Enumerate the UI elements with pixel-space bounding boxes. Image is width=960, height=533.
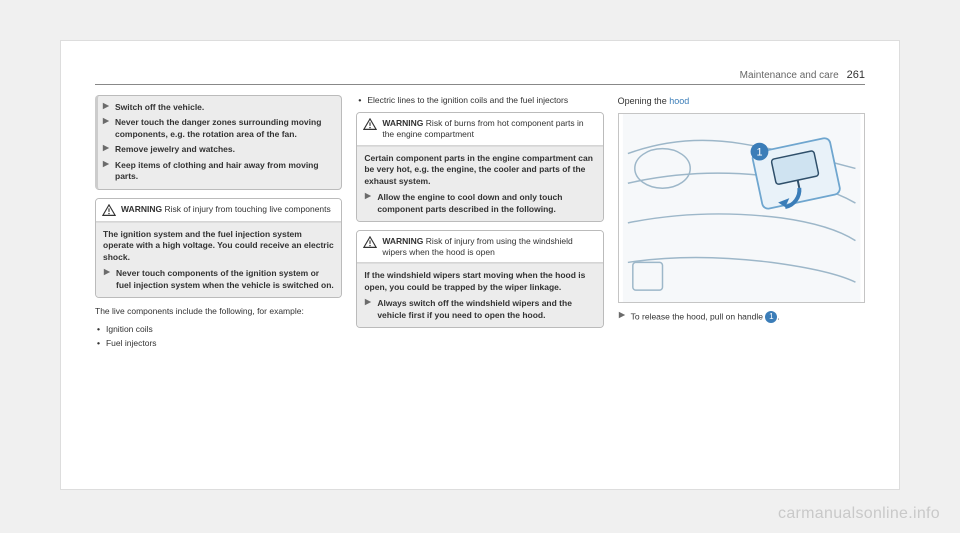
warning-box-hot-components: WARNING Risk of burns from hot component… bbox=[356, 112, 603, 222]
warning-body-text: The ignition system and the fuel injecti… bbox=[103, 229, 334, 263]
release-text: To release the hood, pull on handle bbox=[631, 311, 763, 321]
bullet-text: Fuel injectors bbox=[106, 338, 157, 349]
step-item: Never touch the danger zones surrounding… bbox=[102, 117, 334, 140]
column-3: Opening the hood bbox=[618, 95, 865, 469]
warning-title-rest: Risk of injury from touching live compon… bbox=[164, 204, 330, 214]
step-box: Switch off the vehicle. Never touch the … bbox=[95, 95, 342, 190]
warning-label: WARNING bbox=[382, 118, 423, 128]
warning-body: The ignition system and the fuel injecti… bbox=[96, 222, 341, 297]
warning-step: Always switch off the windshield wipers … bbox=[364, 298, 595, 321]
step-text: Switch off the vehicle. bbox=[115, 102, 204, 113]
step-triangle-icon bbox=[364, 192, 372, 200]
hood-release-illustration: 1 bbox=[618, 113, 865, 303]
step-item: Remove jewelry and watches. bbox=[102, 144, 334, 155]
step-text: Keep items of clothing and hair away fro… bbox=[115, 160, 334, 183]
warning-step-list: Allow the engine to cool down and only t… bbox=[364, 192, 595, 215]
bullet-text: Ignition coils bbox=[106, 324, 153, 335]
step-triangle-icon bbox=[618, 311, 626, 319]
warning-step-list: Never touch components of the ignition s… bbox=[103, 268, 334, 291]
bullet-item: Fuel injectors bbox=[97, 338, 342, 349]
bullet-item: Ignition coils bbox=[97, 324, 342, 335]
warning-title: WARNING Risk of burns from hot component… bbox=[382, 118, 596, 139]
warning-triangle-icon bbox=[102, 204, 116, 216]
step-text: Remove jewelry and watches. bbox=[115, 144, 235, 155]
warning-label: WARNING bbox=[121, 204, 162, 214]
step-triangle-icon bbox=[103, 268, 111, 276]
page-header: Maintenance and care 261 bbox=[95, 69, 865, 85]
bullet-list: Ignition coils Fuel injectors bbox=[95, 324, 342, 350]
subheading-linked: hood bbox=[669, 96, 689, 106]
step-triangle-icon bbox=[102, 102, 110, 110]
warning-title: WARNING Risk of injury from using the wi… bbox=[382, 236, 596, 257]
bullet-text: Electric lines to the ignition coils and… bbox=[367, 95, 568, 106]
warning-triangle-icon bbox=[363, 236, 377, 248]
warning-box-live-components: WARNING Risk of injury from touching liv… bbox=[95, 198, 342, 298]
warning-step-list: Always switch off the windshield wipers … bbox=[364, 298, 595, 321]
step-triangle-icon bbox=[102, 160, 110, 168]
step-text: Never touch the danger zones surrounding… bbox=[115, 117, 334, 140]
warning-header: WARNING Risk of burns from hot component… bbox=[357, 113, 602, 145]
step-triangle-icon bbox=[102, 117, 110, 125]
warning-step: Allow the engine to cool down and only t… bbox=[364, 192, 595, 215]
bullet-list: Electric lines to the ignition coils and… bbox=[356, 95, 603, 106]
warning-body-text: If the windshield wipers start moving wh… bbox=[364, 270, 595, 293]
warning-header: WARNING Risk of injury from touching liv… bbox=[96, 199, 341, 222]
step-triangle-icon bbox=[364, 298, 372, 306]
step-item: Keep items of clothing and hair away fro… bbox=[102, 160, 334, 183]
content-columns: Switch off the vehicle. Never touch the … bbox=[95, 95, 865, 469]
step-triangle-icon bbox=[102, 144, 110, 152]
warning-step-text: Never touch components of the ignition s… bbox=[116, 268, 334, 291]
column-2: Electric lines to the ignition coils and… bbox=[356, 95, 603, 469]
step-item: Switch off the vehicle. bbox=[102, 102, 334, 113]
warning-body: Certain component parts in the engine co… bbox=[357, 146, 602, 221]
release-step: To release the hood, pull on handle 1. bbox=[618, 311, 865, 323]
subheading-plain: Opening the bbox=[618, 96, 670, 106]
section-title: Maintenance and care bbox=[740, 70, 839, 81]
warning-body-text: Certain component parts in the engine co… bbox=[364, 153, 595, 187]
warning-header: WARNING Risk of injury from using the wi… bbox=[357, 231, 602, 263]
svg-text:1: 1 bbox=[756, 147, 762, 159]
warning-title: WARNING Risk of injury from touching liv… bbox=[121, 204, 331, 215]
warning-box-wipers: WARNING Risk of injury from using the wi… bbox=[356, 230, 603, 328]
release-step-text: To release the hood, pull on handle 1. bbox=[631, 311, 780, 323]
bullet-item: Electric lines to the ignition coils and… bbox=[358, 95, 603, 106]
column-1: Switch off the vehicle. Never touch the … bbox=[95, 95, 342, 469]
watermark: carmanualsonline.info bbox=[778, 505, 940, 523]
warning-step-text: Allow the engine to cool down and only t… bbox=[377, 192, 595, 215]
warning-step: Never touch components of the ignition s… bbox=[103, 268, 334, 291]
warning-label: WARNING bbox=[382, 236, 423, 246]
page-number: 261 bbox=[847, 69, 865, 81]
body-paragraph: The live components include the followin… bbox=[95, 306, 342, 317]
warning-triangle-icon bbox=[363, 118, 377, 130]
warning-step-text: Always switch off the windshield wipers … bbox=[377, 298, 595, 321]
step-list: Switch off the vehicle. Never touch the … bbox=[102, 102, 334, 183]
manual-page: Maintenance and care 261 Switch off the … bbox=[60, 40, 900, 490]
callout-badge-1: 1 bbox=[765, 311, 777, 323]
warning-body: If the windshield wipers start moving wh… bbox=[357, 263, 602, 327]
subheading: Opening the hood bbox=[618, 95, 865, 107]
